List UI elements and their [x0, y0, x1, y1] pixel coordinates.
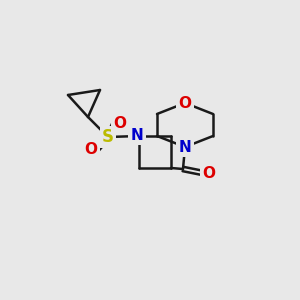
Text: O: O — [85, 142, 98, 158]
Text: N: N — [178, 140, 191, 154]
Text: O: O — [113, 116, 127, 130]
Text: S: S — [102, 128, 114, 146]
Text: O: O — [178, 95, 191, 110]
Text: N: N — [130, 128, 143, 142]
Text: O: O — [202, 166, 215, 181]
